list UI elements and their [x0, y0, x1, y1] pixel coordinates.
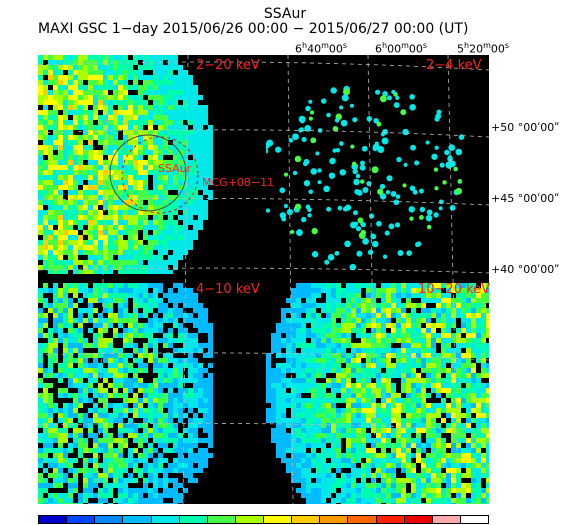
- color-scale-swatch: [123, 516, 152, 523]
- plot-title: SSAur: [263, 6, 307, 22]
- color-scale-swatch: [179, 516, 208, 523]
- image-frame: 2−20 keV 2−4 keV 4−10 keV 10−20 keV SSAu…: [38, 55, 491, 504]
- ra-label-3: 5h20m00s: [457, 41, 510, 56]
- color-scale-swatch: [460, 516, 488, 523]
- band-label-2-20: 2−20 keV: [196, 58, 260, 73]
- band-label-4-10: 4−10 keV: [196, 282, 260, 297]
- source-label-neighbor: MCG+08−11: [202, 176, 275, 189]
- color-scale-swatch: [264, 516, 293, 523]
- sky-map: [38, 55, 489, 504]
- band-label-10-20: 10−20 keV: [418, 282, 491, 297]
- color-scale-swatch: [235, 516, 264, 523]
- color-scale-swatch: [404, 516, 433, 523]
- ra-label-2: 6h00m00s: [375, 41, 428, 56]
- source-label-target: SSAur: [158, 162, 192, 175]
- band-label-2-4: 2−4 keV: [426, 58, 482, 73]
- color-scale-swatch: [292, 516, 321, 523]
- color-scale-swatch: [348, 516, 377, 523]
- color-scale-bar: [38, 515, 489, 524]
- color-scale-swatch: [432, 516, 461, 523]
- color-scale-swatch: [67, 516, 96, 523]
- color-scale-swatch: [320, 516, 349, 523]
- color-scale-swatch: [39, 516, 68, 523]
- color-scale-swatch: [95, 516, 124, 523]
- dec-label-50: +50 °00ʹ00ʺ: [491, 121, 560, 134]
- color-scale-swatch: [207, 516, 236, 523]
- color-scale-swatch: [151, 516, 180, 523]
- dec-label-45: +45 °00ʹ00ʺ: [491, 192, 560, 205]
- dec-label-40: +40 °00ʹ00ʺ: [491, 263, 560, 276]
- ra-label-1: 6h40m00s: [295, 41, 348, 56]
- color-scale-swatch: [376, 516, 405, 523]
- plot-subtitle: MAXI GSC 1−day 2015/06/26 00:00 − 2015/0…: [38, 21, 469, 37]
